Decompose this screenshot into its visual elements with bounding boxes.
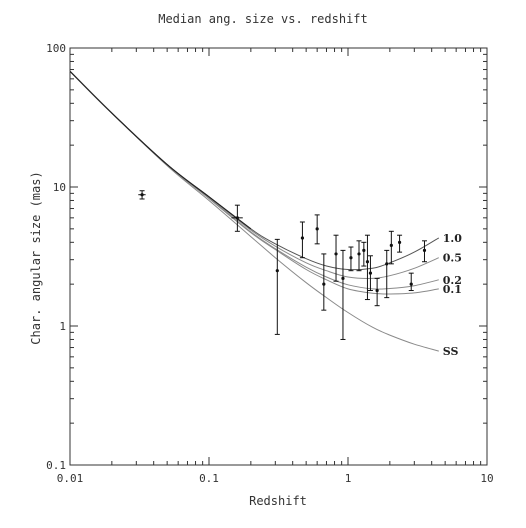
point-marker (365, 260, 370, 264)
y-tick-label: 1 (59, 320, 66, 333)
model-curve-0-5 (69, 70, 440, 279)
data-point (333, 234, 339, 282)
x-tick-label: 0.1 (199, 472, 219, 485)
point-marker (275, 269, 279, 273)
x-tick-label: 1 (345, 472, 352, 485)
point-marker (315, 227, 319, 231)
data-point (340, 249, 346, 340)
point-marker (322, 282, 326, 286)
series-label: 0.1 (443, 283, 462, 296)
series-labels: 1.0 0.5 0.20.1 SS (443, 232, 462, 358)
point-marker (385, 262, 389, 266)
data-points (138, 190, 427, 340)
point-marker (334, 252, 338, 256)
data-point (384, 249, 390, 299)
model-curve-overlap (69, 70, 252, 230)
x-tick-label: 10 (480, 472, 493, 485)
data-point (364, 234, 370, 301)
model-curve-0-1 (69, 70, 439, 295)
point-marker (357, 252, 361, 256)
x-tick-label: 0.01 (57, 472, 84, 485)
data-point (321, 253, 327, 311)
data-point (397, 234, 403, 253)
data-point (408, 272, 414, 292)
series-label: 0.5 (443, 252, 462, 265)
y-tick-label: 100 (46, 42, 66, 55)
point-marker (409, 282, 413, 286)
plot-frame (69, 47, 488, 466)
point-marker (300, 236, 305, 240)
point-marker (341, 276, 345, 281)
data-point (388, 230, 394, 265)
point-marker (375, 288, 379, 293)
point-marker (140, 193, 144, 197)
data-point (314, 214, 320, 245)
model-curve-0-2 (69, 70, 439, 290)
y-tick-label: 0.1 (46, 459, 66, 472)
data-point (299, 221, 305, 259)
data-point (356, 240, 362, 272)
x-axis-label: Redshift (249, 494, 307, 508)
data-point (348, 246, 354, 272)
model-curve-SS (69, 70, 439, 352)
data-point (367, 255, 373, 292)
model-curves (69, 70, 440, 352)
point-marker (362, 248, 366, 252)
point-marker (422, 248, 427, 252)
series-label: 1.0 (443, 232, 462, 245)
point-marker (235, 216, 239, 220)
point-marker (349, 256, 353, 260)
series-label: 0.2 (443, 274, 462, 287)
point-marker (397, 240, 402, 244)
y-axis-label: Char. angular size (mas) (29, 171, 43, 344)
data-point (361, 241, 367, 267)
data-point (231, 204, 243, 232)
data-point (138, 190, 146, 200)
y-tick-label: 10 (53, 181, 66, 194)
data-point (421, 240, 427, 263)
chart-title: Median ang. size vs. redshift (158, 12, 368, 26)
point-marker (389, 243, 393, 248)
data-point (274, 238, 280, 335)
series-label: SS (443, 345, 459, 358)
point-marker (368, 271, 373, 275)
data-point (374, 277, 380, 307)
